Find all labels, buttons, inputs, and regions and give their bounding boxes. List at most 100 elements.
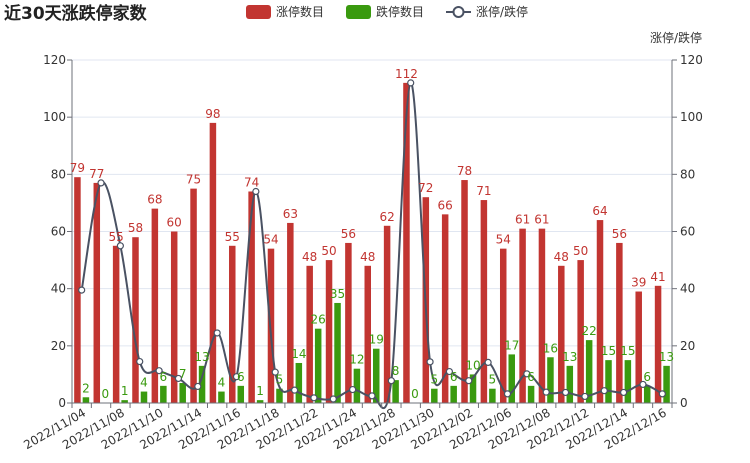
ratio-point [368, 392, 376, 400]
ratio-point [503, 390, 512, 398]
legend-item[interactable]: 涨停数目 [246, 4, 324, 19]
bar-label: 6 [450, 370, 458, 384]
bar [538, 228, 546, 403]
bar [508, 354, 515, 403]
bar-label: 54 [263, 233, 278, 247]
y-right-tick-label: 40 [680, 282, 695, 296]
y-tick-label: 0 [58, 396, 66, 410]
ratio-point [213, 329, 221, 337]
bar-label: 0 [411, 387, 419, 401]
bar [209, 122, 217, 403]
bar [585, 340, 593, 403]
legend-item[interactable]: 跌停数目 [346, 4, 424, 19]
bar-label: 5 [276, 373, 284, 387]
bar-label: 15 [601, 344, 616, 358]
bar [314, 328, 322, 403]
ratio-point [329, 395, 337, 403]
y-right-tick-label: 0 [680, 396, 688, 410]
bar [489, 388, 496, 403]
bar [643, 385, 651, 403]
bar [499, 248, 507, 403]
ratio-line [78, 79, 666, 410]
bar-label: 41 [650, 270, 665, 284]
bar-label: 12 [349, 353, 364, 367]
bar [624, 360, 632, 403]
bar [237, 385, 245, 403]
bar-label: 26 [311, 313, 326, 327]
bar-label: 16 [543, 341, 558, 355]
bar [353, 368, 361, 403]
bar-label: 13 [659, 350, 674, 364]
bar [480, 200, 488, 403]
y-right-tick-label: 120 [680, 53, 703, 67]
ratio-point [639, 380, 647, 389]
legend-swatch [346, 5, 371, 19]
ratio-point [271, 368, 279, 376]
bar [547, 357, 554, 403]
bar-label: 56 [341, 227, 356, 241]
bar [345, 242, 352, 403]
bar [403, 82, 410, 403]
bar-label: 56 [612, 227, 627, 241]
legend-item[interactable]: 涨停/跌停 [446, 4, 528, 19]
bar [558, 265, 565, 403]
bar [527, 385, 535, 403]
bar-label: 5 [430, 373, 438, 387]
bar [295, 362, 303, 403]
ratio-point [581, 392, 589, 401]
bar-label: 60 [167, 216, 182, 230]
bar [431, 388, 438, 403]
bar [566, 365, 574, 403]
bar-label: 63 [283, 207, 298, 221]
bar-label: 13 [194, 350, 209, 364]
bar [218, 391, 225, 403]
bar-label: 10 [465, 358, 480, 372]
bar-label: 0 [101, 387, 109, 401]
bar-label: 62 [379, 210, 394, 224]
bar-label: 15 [620, 344, 635, 358]
bar [596, 220, 604, 403]
bar-label: 22 [582, 324, 597, 338]
bar-label: 50 [573, 244, 588, 258]
legend-label: 跌停数目 [376, 4, 424, 19]
y-right-tick-label: 100 [680, 110, 703, 124]
bar-label: 48 [302, 250, 317, 264]
bar-label: 78 [457, 164, 472, 178]
bar-label: 71 [476, 184, 491, 198]
bar [605, 360, 612, 403]
bar [190, 188, 197, 403]
ratio-point [387, 377, 395, 385]
bar-label: 6 [527, 370, 535, 384]
ratio-point [194, 382, 202, 391]
bar-label: 61 [534, 213, 549, 227]
bar [325, 260, 333, 403]
ratio-point [116, 242, 124, 250]
ratio-point [561, 388, 570, 397]
y-right-tick-label: 60 [680, 225, 695, 239]
bar-label: 5 [489, 373, 497, 387]
legend[interactable]: 涨停数目 跌停数目 涨停/跌停 [246, 4, 528, 19]
y-right-tick-label: 20 [680, 339, 695, 353]
bar [373, 348, 380, 403]
y-tick-label: 120 [43, 53, 66, 67]
bar [198, 365, 206, 403]
bar [229, 245, 236, 403]
bar-label: 68 [147, 193, 162, 207]
ratio-point [97, 179, 105, 187]
bar [616, 242, 623, 403]
bar-label: 58 [128, 221, 143, 235]
ratio-point [252, 187, 260, 196]
bar-label: 98 [205, 107, 220, 121]
bar-label: 64 [592, 204, 607, 218]
bar [74, 177, 81, 403]
ratio-point [349, 385, 357, 394]
ratio-point [78, 286, 86, 294]
bar [334, 302, 341, 403]
bar-label: 48 [554, 250, 569, 264]
bar [306, 265, 313, 403]
bar [121, 400, 128, 403]
bar-label: 74 [244, 175, 259, 189]
legend-label: 涨停/跌停 [476, 4, 528, 19]
